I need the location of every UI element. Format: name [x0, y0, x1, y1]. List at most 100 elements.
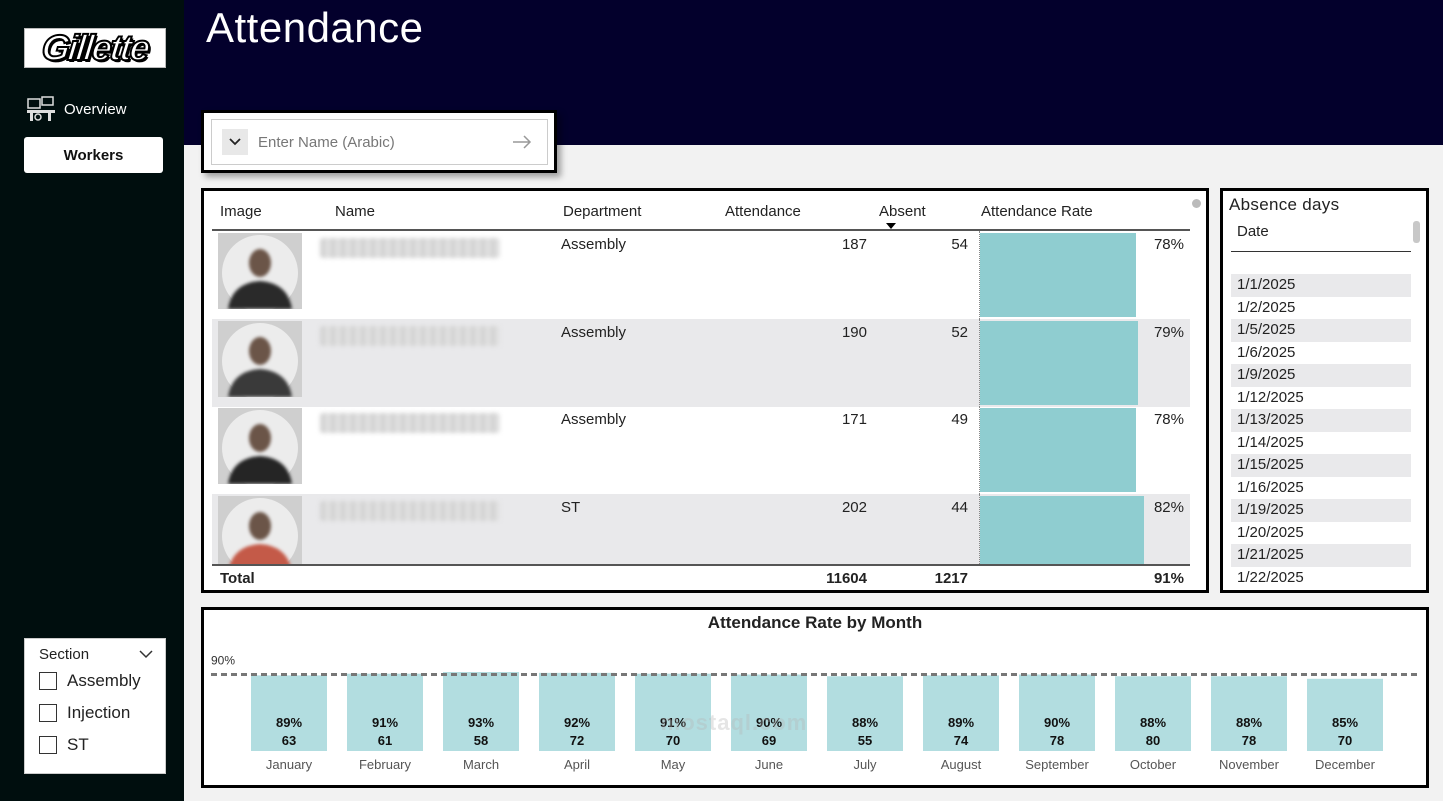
month-rate-label: 89%: [948, 715, 974, 730]
chart-title: Attendance Rate by Month: [707, 613, 923, 632]
month-tick-label: January: [266, 757, 313, 772]
worker-photo: [218, 321, 302, 397]
month-rate-label: 88%: [852, 715, 878, 730]
table-row[interactable]: ST 202 44 82%: [212, 494, 1190, 564]
checkbox[interactable]: [39, 736, 57, 754]
month-bar: [827, 676, 903, 751]
absence-scrollbar[interactable]: [1413, 221, 1420, 243]
absence-date-item[interactable]: 1/13/2025: [1231, 409, 1411, 432]
section-option-assembly[interactable]: Assembly: [39, 665, 165, 697]
column-header-department[interactable]: Department: [563, 203, 642, 220]
person-icon: [218, 496, 302, 564]
absence-date-item[interactable]: 1/1/2025: [1231, 274, 1411, 297]
worker-name-redacted: [320, 413, 500, 433]
month-tick-label: November: [1219, 757, 1280, 772]
search-dropdown-toggle[interactable]: [222, 129, 248, 155]
column-header-attendance[interactable]: Attendance: [725, 203, 801, 220]
absence-date-item[interactable]: 1/20/2025: [1237, 523, 1304, 541]
checkbox[interactable]: [39, 704, 57, 722]
table-row[interactable]: Assembly 171 49 78%: [212, 406, 1190, 494]
search-submit-button[interactable]: [507, 127, 537, 157]
brand-logo-text: Gillette: [39, 28, 151, 68]
month-bar: [923, 675, 999, 751]
nav-overview-label: Overview: [64, 100, 127, 118]
column-header-attendance-rate[interactable]: Attendance Rate: [981, 203, 1093, 220]
month-bar: [635, 673, 711, 751]
month-rate-label: 85%: [1332, 715, 1358, 730]
column-header-name[interactable]: Name: [335, 203, 376, 220]
arrow-right-icon: [513, 135, 532, 149]
chevron-down-icon[interactable]: [139, 649, 153, 659]
month-bar: [443, 672, 519, 751]
worker-name-redacted: [320, 501, 500, 521]
month-rate-label: 88%: [1140, 715, 1166, 730]
table-total-row: Total 11604 1217 91%: [212, 564, 1190, 590]
month-tick-label: June: [755, 757, 783, 772]
absence-date-item[interactable]: 1/15/2025: [1231, 454, 1411, 477]
rate-axis-line: [979, 231, 980, 319]
absence-date-item[interactable]: 1/16/2025: [1237, 478, 1304, 496]
month-count-label: 58: [474, 733, 488, 748]
month-tick-label: February: [359, 757, 412, 772]
section-option-label: Injection: [67, 703, 131, 722]
worker-attendance-rate: 82%: [1153, 499, 1184, 516]
month-tick-label: July: [853, 757, 877, 772]
month-count-label: 69: [762, 733, 776, 748]
table-body: Assembly 187 54 78% Assembly 190 52 79% Assembly…: [212, 231, 1190, 564]
month-tick-label: August: [941, 757, 982, 772]
table-row[interactable]: Assembly 190 52 79%: [212, 319, 1190, 407]
absence-date-item[interactable]: 1/21/2025: [1231, 544, 1411, 567]
month-rate-label: 88%: [1236, 715, 1262, 730]
section-filter-header[interactable]: Section: [39, 643, 165, 665]
section-option-injection[interactable]: Injection: [39, 697, 165, 729]
worker-name-redacted: [320, 326, 500, 346]
worker-department: ST: [561, 499, 581, 516]
table-scrollbar[interactable]: [1192, 199, 1201, 208]
worker-absent: 54: [951, 236, 968, 253]
page-title: Attendance: [206, 4, 424, 51]
nav-workers[interactable]: Workers: [24, 137, 163, 173]
worker-attendance: 190: [841, 324, 867, 341]
section-filter-title: Section: [39, 645, 90, 663]
absence-date-header[interactable]: Date: [1231, 223, 1411, 252]
worker-attendance: 202: [841, 499, 867, 516]
attendance-rate-bar: [980, 321, 1138, 405]
column-header-image[interactable]: Image: [220, 203, 262, 220]
table-row[interactable]: Assembly 187 54 78%: [212, 231, 1190, 319]
checkbox[interactable]: [39, 672, 57, 690]
absence-date-item[interactable]: 1/6/2025: [1237, 343, 1296, 361]
name-search-input[interactable]: [258, 133, 507, 151]
worker-photo: [218, 496, 302, 564]
attendance-rate-bar: [980, 408, 1136, 492]
absence-date-item[interactable]: 1/19/2025: [1231, 499, 1411, 522]
absence-date-item[interactable]: 1/14/2025: [1237, 433, 1304, 451]
month-tick-label: April: [564, 757, 590, 772]
attendance-rate-bar: [980, 233, 1136, 317]
month-count-label: 70: [666, 733, 680, 748]
total-absent: 1217: [934, 570, 968, 587]
section-option-st[interactable]: ST: [39, 729, 165, 761]
absence-date-item[interactable]: 1/2/2025: [1237, 298, 1296, 316]
brand-logo: Gillette: [24, 28, 166, 68]
month-tick-label: October: [1130, 757, 1177, 772]
total-label: Total: [220, 570, 255, 587]
column-header-absent[interactable]: Absent: [879, 203, 926, 220]
worker-attendance: 171: [841, 411, 867, 428]
nav-overview[interactable]: Overview: [26, 94, 166, 124]
month-rate-label: 91%: [660, 715, 686, 730]
absence-date-item[interactable]: 1/12/2025: [1237, 388, 1304, 406]
section-option-label: ST: [67, 735, 89, 754]
worker-attendance-rate: 78%: [1153, 236, 1184, 253]
month-bar: [731, 674, 807, 751]
month-bar: [539, 672, 615, 751]
month-count-label: 74: [954, 733, 969, 748]
worker-attendance-rate: 78%: [1153, 411, 1184, 428]
worker-attendance: 187: [841, 236, 867, 253]
worker-absent: 52: [951, 324, 968, 341]
absence-date-item[interactable]: 1/9/2025: [1231, 364, 1411, 387]
rate-axis-line: [979, 494, 980, 564]
person-icon: [218, 321, 302, 397]
desk-icon: [27, 96, 55, 121]
absence-date-item[interactable]: 1/22/2025: [1237, 568, 1304, 586]
absence-date-item[interactable]: 1/5/2025: [1231, 319, 1411, 342]
